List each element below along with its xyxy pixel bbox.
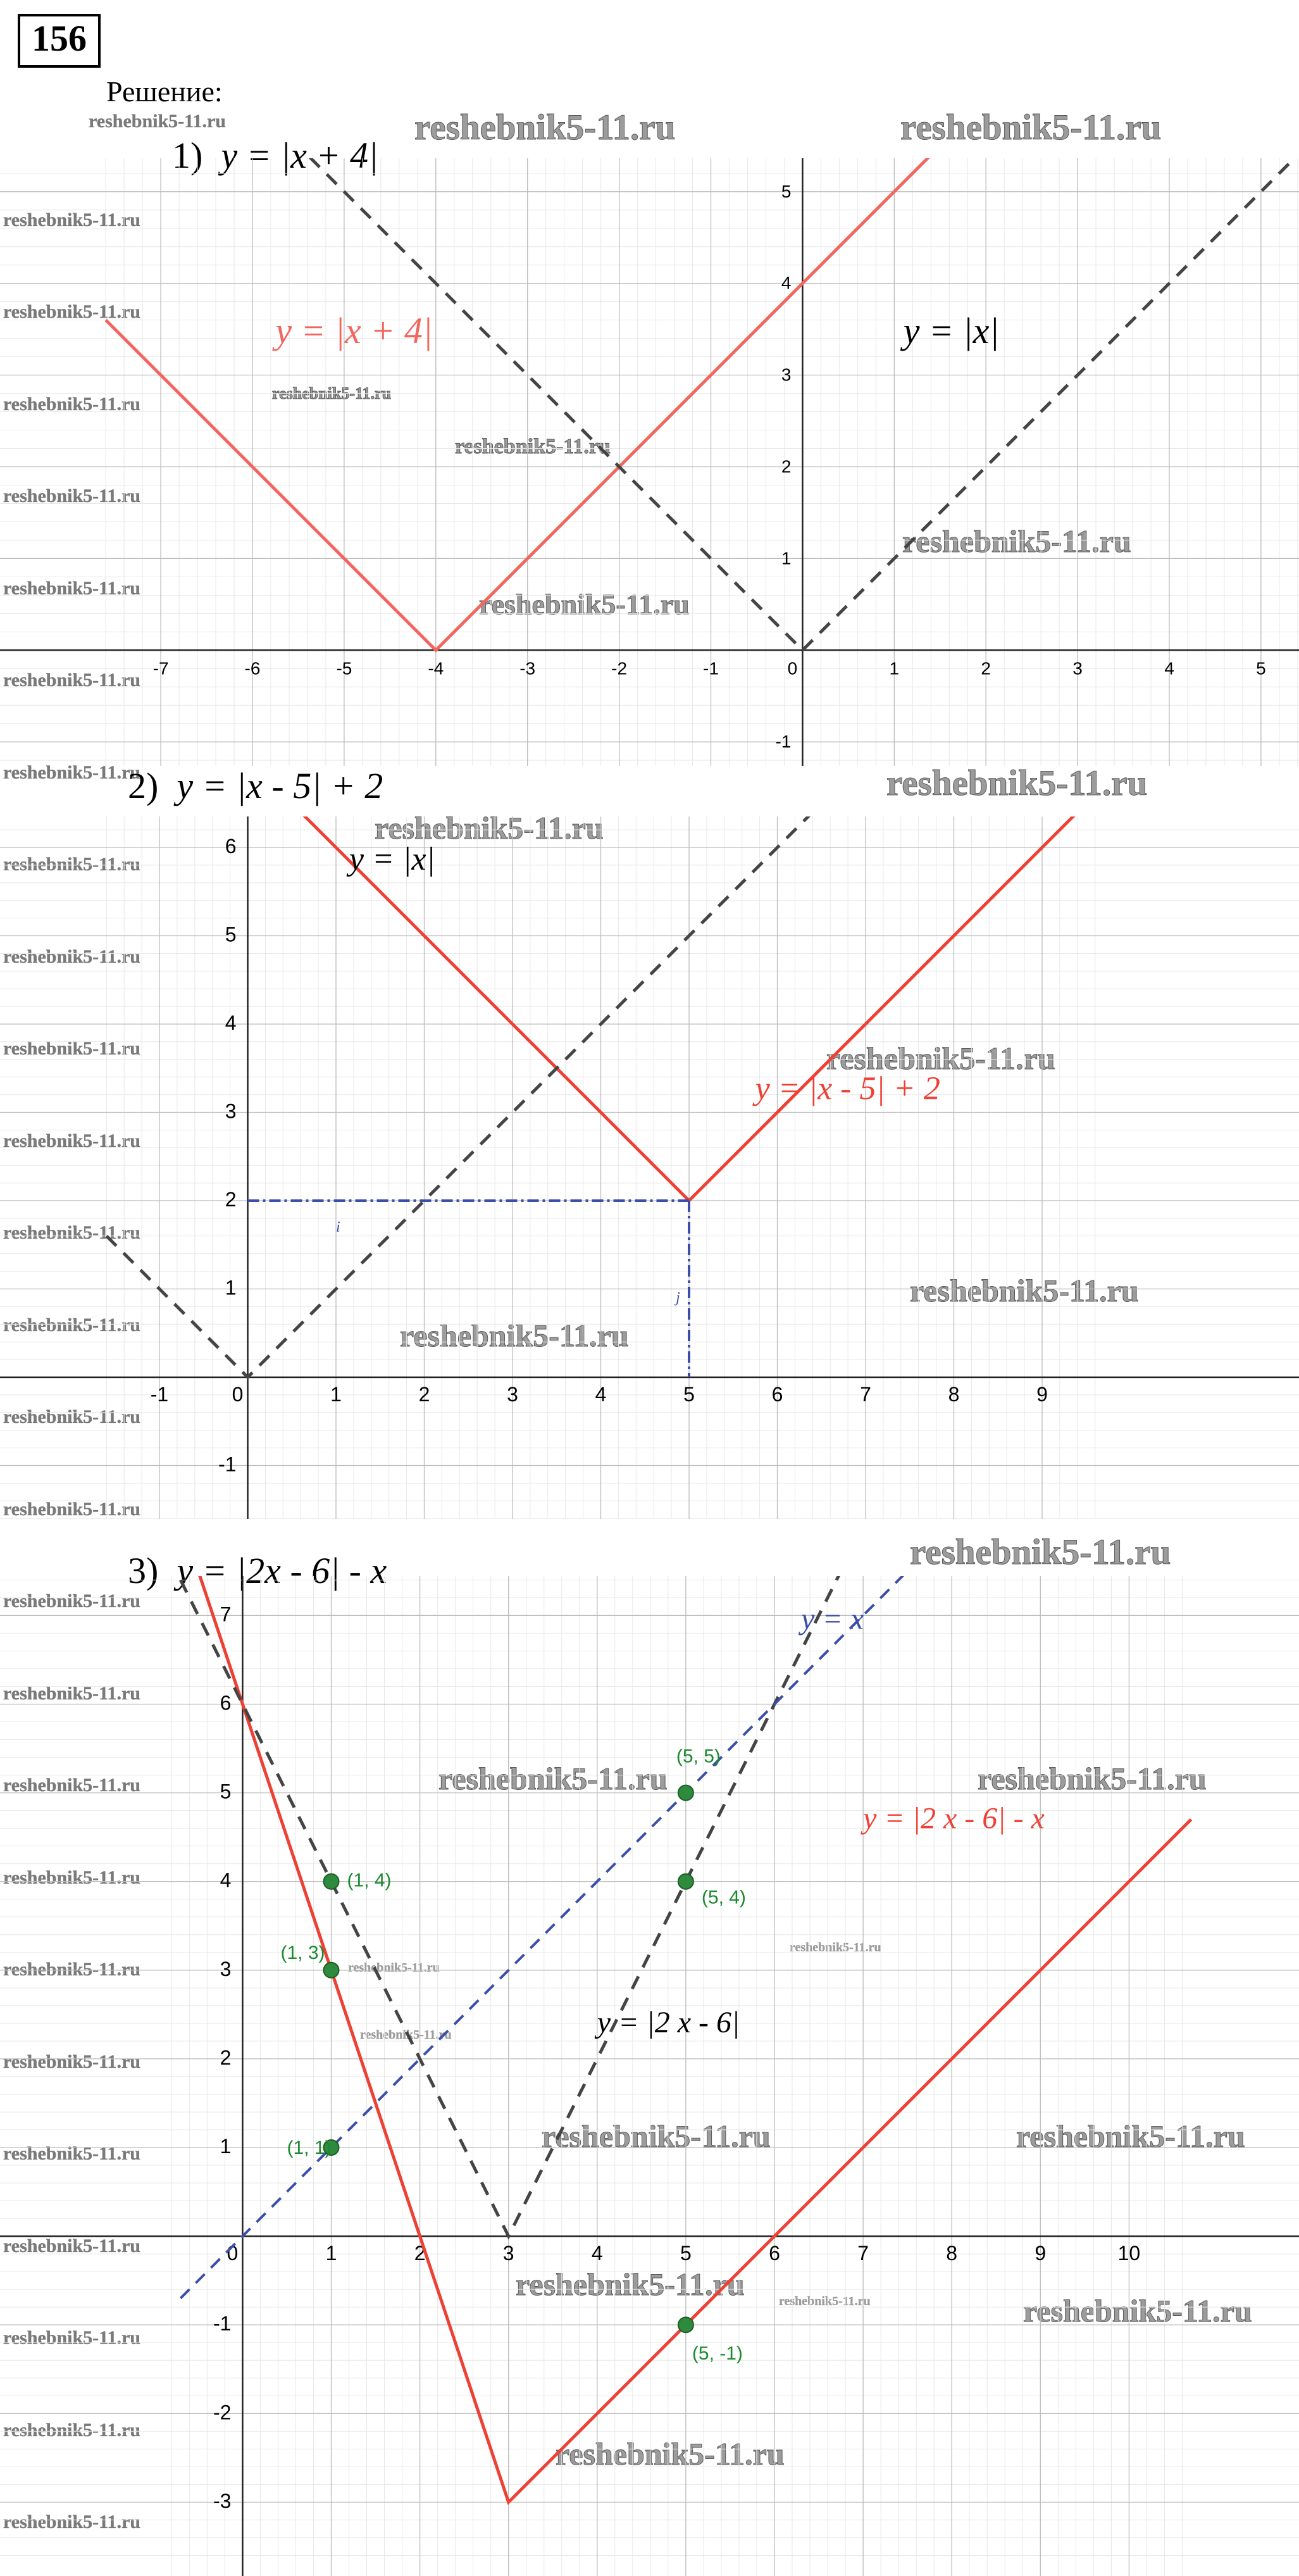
svg-text:(1, 1): (1, 1): [287, 2137, 332, 2158]
svg-text:3: 3: [503, 2242, 514, 2265]
svg-text:-6: -6: [245, 658, 261, 678]
svg-text:-2: -2: [611, 658, 627, 678]
svg-text:(1, 3): (1, 3): [281, 1942, 325, 1963]
svg-text:4: 4: [595, 1383, 607, 1406]
svg-text:y = |x|: y = |x|: [900, 310, 1000, 351]
svg-text:6: 6: [220, 1692, 232, 1715]
svg-text:0: 0: [788, 658, 798, 678]
svg-text:-3: -3: [519, 658, 535, 678]
svg-text:y = |x + 4|: y = |x + 4|: [272, 310, 433, 351]
svg-text:1: 1: [326, 2242, 337, 2265]
svg-text:4: 4: [592, 2242, 603, 2265]
svg-text:3: 3: [507, 1383, 518, 1406]
svg-text:j: j: [674, 1289, 680, 1306]
svg-text:1: 1: [220, 2135, 232, 2158]
svg-text:8: 8: [948, 1383, 960, 1406]
svg-text:-1: -1: [703, 658, 719, 678]
svg-text:-1: -1: [213, 2312, 231, 2335]
svg-text:1: 1: [225, 1277, 237, 1299]
svg-text:3: 3: [1072, 658, 1083, 678]
svg-text:8: 8: [946, 2242, 957, 2265]
svg-text:(1, 4): (1, 4): [347, 1870, 392, 1891]
svg-text:3: 3: [225, 1100, 237, 1123]
svg-text:0: 0: [232, 1383, 244, 1406]
svg-text:4: 4: [1164, 658, 1174, 678]
svg-text:i: i: [336, 1219, 340, 1235]
svg-text:9: 9: [1036, 1383, 1048, 1406]
svg-text:-2: -2: [213, 2401, 231, 2423]
svg-text:-5: -5: [336, 658, 352, 678]
svg-text:(5, -1): (5, -1): [692, 2343, 743, 2364]
svg-text:1: 1: [890, 658, 900, 678]
svg-text:-1: -1: [218, 1453, 236, 1476]
svg-text:1: 1: [330, 1383, 342, 1406]
svg-text:y = |2 x - 6|: y = |2 x - 6|: [594, 2006, 740, 2039]
svg-text:5: 5: [1256, 658, 1266, 678]
svg-text:4: 4: [781, 273, 792, 293]
svg-text:(5, 4): (5, 4): [702, 1887, 746, 1908]
svg-text:-1: -1: [151, 1383, 168, 1406]
svg-text:y = |x|: y = |x|: [346, 841, 435, 877]
svg-text:-1: -1: [775, 732, 791, 751]
svg-text:3: 3: [781, 365, 792, 385]
svg-text:4: 4: [220, 1869, 232, 1892]
svg-text:(5, 5): (5, 5): [676, 1746, 721, 1767]
svg-text:7: 7: [220, 1603, 232, 1625]
svg-text:7: 7: [857, 2242, 869, 2265]
svg-text:4: 4: [225, 1011, 237, 1034]
svg-text:5: 5: [220, 1780, 232, 1803]
svg-text:1: 1: [781, 548, 792, 568]
svg-text:6: 6: [769, 2242, 780, 2265]
svg-text:9: 9: [1035, 2242, 1046, 2265]
svg-text:6: 6: [225, 835, 237, 858]
svg-text:6: 6: [772, 1383, 783, 1406]
svg-text:y = x: y = x: [798, 1602, 864, 1635]
svg-text:-4: -4: [428, 658, 444, 678]
svg-text:7: 7: [860, 1383, 871, 1406]
svg-text:2: 2: [419, 1383, 430, 1406]
svg-text:y = |x - 5| + 2: y = |x - 5| + 2: [752, 1071, 940, 1107]
svg-text:y = |2 x - 6| - x: y = |2 x - 6| - x: [860, 1802, 1045, 1835]
svg-text:2: 2: [981, 658, 991, 678]
svg-text:2: 2: [220, 2046, 232, 2069]
svg-text:5: 5: [225, 923, 237, 946]
svg-text:2: 2: [225, 1188, 237, 1211]
svg-text:2: 2: [781, 457, 792, 477]
svg-text:5: 5: [683, 1383, 695, 1406]
svg-text:10: 10: [1118, 2242, 1141, 2265]
svg-text:-7: -7: [153, 658, 169, 678]
svg-text:3: 3: [220, 1958, 232, 1980]
svg-text:-3: -3: [213, 2489, 231, 2512]
svg-text:5: 5: [680, 2242, 692, 2265]
svg-text:5: 5: [781, 182, 792, 201]
